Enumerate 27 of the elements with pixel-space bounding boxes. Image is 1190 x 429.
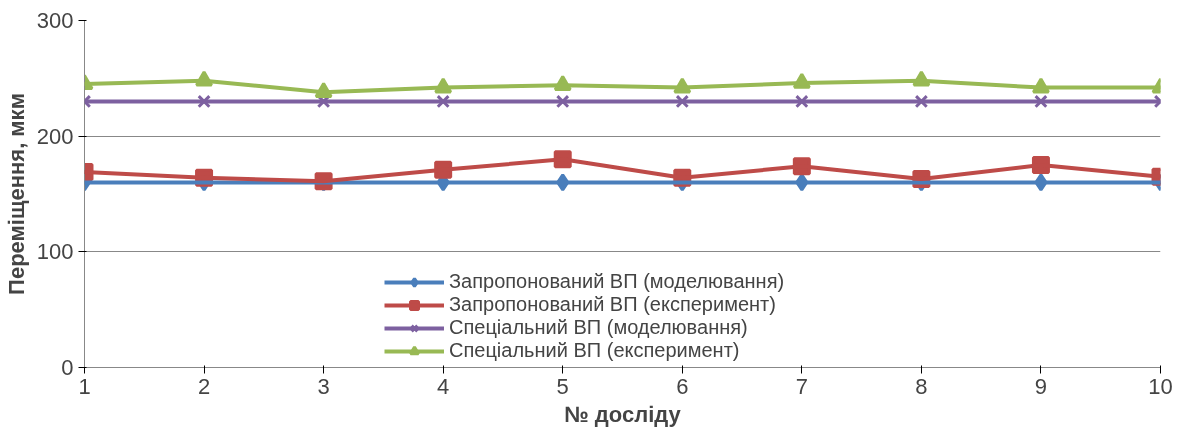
point [197,94,211,109]
legend-label: Спеціальний ВП (експеримент) [449,339,740,362]
point [555,94,570,109]
point [675,94,690,109]
x-tick-label: 3 [317,373,330,399]
point [795,94,809,109]
y-tick-label: 100 [36,239,74,265]
x-tick-label: 8 [915,373,928,399]
x-tick-label: 9 [1034,373,1048,399]
x-tick-label: 2 [197,373,211,399]
x-axis-title: № досліду [564,401,682,427]
y-axis-title: Переміщення, мкм [3,93,29,295]
point [914,94,929,109]
x-tick-label: 10 [1148,373,1173,399]
y-tick-label: 200 [36,123,74,149]
x-tick-label: 1 [78,373,91,399]
x-tick-label: 4 [437,373,450,399]
legend-label: Спеціальний ВП (моделювання) [449,316,748,339]
y-tick-label: 300 [36,8,74,33]
legend-label: Запропонований ВП (моделювання) [449,270,785,293]
y-tick-label: 0 [61,355,74,380]
legend-label: Запропонований ВП (експеримент) [449,293,776,316]
x-tick-label: 6 [676,373,689,399]
x-tick-label: 5 [556,373,569,399]
point [1034,94,1048,109]
x-tick-label: 7 [795,373,808,399]
point [436,94,450,109]
